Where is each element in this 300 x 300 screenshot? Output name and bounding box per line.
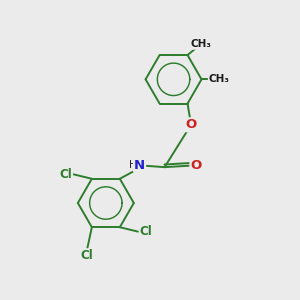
Text: H: H — [129, 160, 136, 170]
Text: Cl: Cl — [59, 168, 72, 181]
Text: N: N — [134, 159, 145, 172]
Text: CH₃: CH₃ — [209, 74, 230, 84]
Text: Cl: Cl — [140, 225, 152, 239]
Text: O: O — [185, 118, 197, 131]
Text: O: O — [190, 159, 202, 172]
Text: Cl: Cl — [81, 249, 94, 262]
Text: CH₃: CH₃ — [191, 39, 212, 49]
